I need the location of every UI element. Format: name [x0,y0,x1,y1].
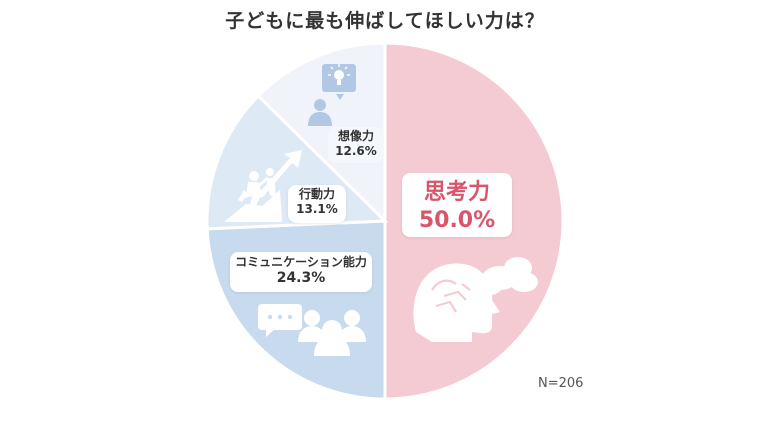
slice-label-imagination: 想像力 12.6% [328,127,384,163]
sample-size-note: N=206 [538,376,584,391]
chart-title: 子どもに最も伸ばしてほしい力は？ [225,10,545,32]
slice-name: 想像力 [337,129,374,143]
slice-value: 50.0% [418,207,496,233]
climbing-arrow-icon [224,150,302,222]
slice-value: 13.1% [296,202,338,216]
brain-thought-icon [413,257,538,342]
chat-people-icon [258,304,366,356]
slice-value: 24.3% [276,270,326,286]
idea-person-icon [308,64,356,126]
slice-label-thinking: 思考力 50.0% [402,173,512,237]
slice-label-communication: コミュニケーション能力 24.3% [230,252,372,292]
slice-label-action: 行動力 13.1% [288,185,346,223]
slice-value: 12.6% [335,144,377,158]
slice-name: 行動力 [298,187,335,201]
slice-name: コミュニケーション能力 [235,255,367,269]
slice-name: 思考力 [423,180,490,205]
